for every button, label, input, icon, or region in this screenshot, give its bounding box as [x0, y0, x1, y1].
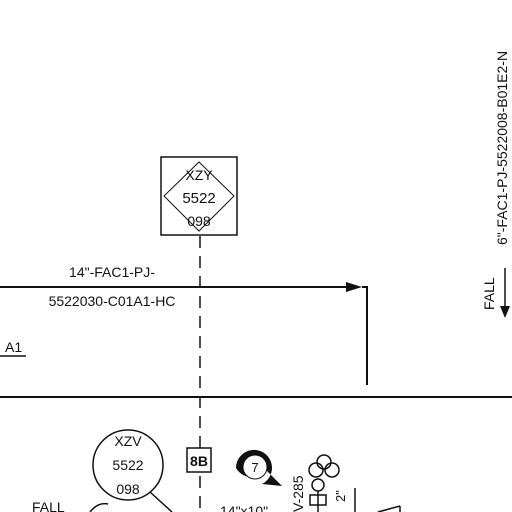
diamond-icon	[163, 161, 235, 232]
instrument-bottom-suffix: 098	[116, 481, 140, 497]
instrument-xzy[interactable]: XZY 5522 098	[160, 156, 238, 236]
fall-arrow-icon	[500, 306, 510, 318]
valve-bonnet-top	[316, 454, 332, 470]
instrument-number: 5522	[182, 190, 215, 207]
instrument-suffix: 098	[187, 213, 211, 229]
instrument-connector	[149, 491, 173, 512]
box-8b-frame	[186, 447, 212, 473]
instrument-circle	[92, 429, 164, 501]
valve-bonnet-left	[308, 462, 324, 478]
size-label: 2"	[333, 490, 348, 502]
instrument-xzv[interactable]: XZV 5522 098	[92, 429, 164, 501]
pipe-label-line1: 14"-FAC1-PJ-	[69, 264, 155, 280]
valve-bonnet-right	[324, 462, 340, 478]
valve-tag: V-285	[290, 475, 306, 512]
valve-body	[309, 494, 327, 506]
partial-line-right	[377, 505, 401, 512]
fall-label-bottom: FALL	[32, 499, 65, 512]
instrument-bottom-tag: XZV	[114, 433, 142, 449]
pipe-right-label: 6"-FAC1-PJ-5522008-B01E2-N	[494, 51, 510, 245]
area-label: A1	[5, 339, 22, 355]
box-8b[interactable]: 8B	[186, 447, 212, 473]
valve-stem-circle	[311, 478, 325, 492]
instrument-bottom-number: 5522	[112, 457, 143, 473]
note-bubble-7[interactable]: 7	[235, 449, 282, 486]
pipe-label-line2: 5522030-C01A1-HC	[49, 293, 176, 309]
note-number: 7	[251, 460, 258, 475]
reducer-label: 14"x10"	[220, 503, 268, 512]
box-8b-label: 8B	[190, 453, 208, 469]
fall-curve	[89, 502, 109, 512]
fall-label-right: FALL	[481, 277, 497, 310]
flow-arrow-icon	[346, 282, 362, 292]
instrument-tag: XZY	[185, 167, 213, 183]
note-inner-circle	[242, 454, 268, 480]
instrument-box	[160, 156, 238, 236]
valve-symbol[interactable]	[308, 454, 340, 512]
